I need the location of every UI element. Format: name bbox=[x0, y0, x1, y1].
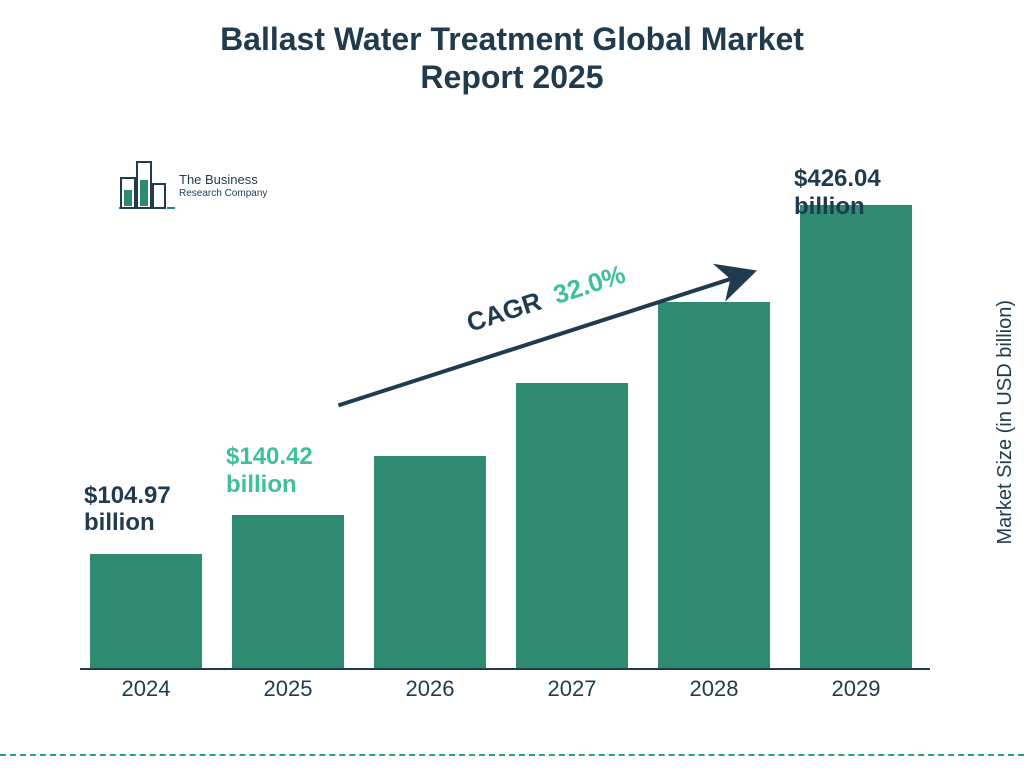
footer-divider bbox=[0, 754, 1024, 756]
chart-container: Ballast Water Treatment Global Market Re… bbox=[0, 0, 1024, 768]
cagr-arrow bbox=[0, 0, 1024, 768]
